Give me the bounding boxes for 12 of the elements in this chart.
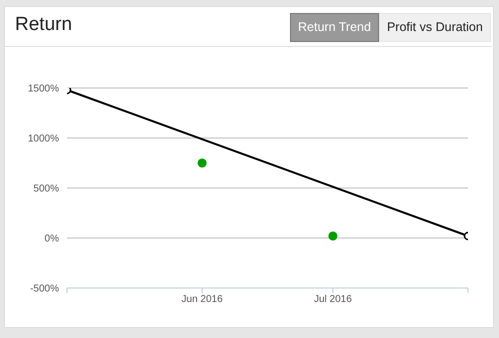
chart-title: Return [15, 14, 72, 36]
text: Return Trend [290, 13, 379, 42]
point [198, 158, 207, 168]
x-tick-label: Jun 2016 [182, 294, 224, 306]
y-tick-label: -500% [30, 284, 60, 295]
y-tick-label: 1500% [28, 84, 60, 95]
y-tick-label: 500% [33, 184, 60, 195]
x-tick-label: Jul 2016 [314, 294, 352, 306]
y-tick-label: 0% [44, 234, 60, 245]
text: Profit vs Duration [378, 13, 491, 42]
y-tick-label: 1000% [28, 134, 60, 145]
point [328, 231, 338, 241]
